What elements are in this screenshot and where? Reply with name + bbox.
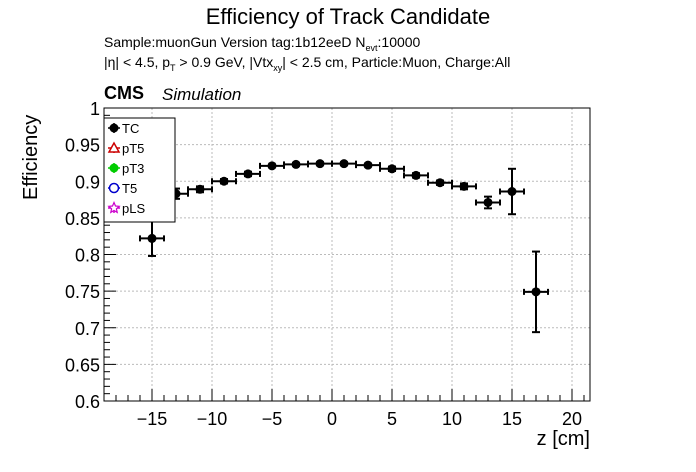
marker-tc — [315, 159, 325, 169]
x-tick-label: 20 — [562, 409, 582, 429]
y-tick-label: 0.85 — [65, 209, 100, 229]
marker-tc — [483, 197, 493, 207]
legend-marker-dot — [109, 123, 119, 133]
x-tick-label: −10 — [197, 409, 228, 429]
data-point-tc — [499, 167, 525, 216]
marker-tc — [291, 159, 301, 169]
data-point-tc — [355, 160, 381, 170]
cuts-sub-2: xy — [273, 62, 283, 73]
x-tick-label: 15 — [502, 409, 522, 429]
data-point-tc — [259, 161, 285, 171]
data-point-tc — [427, 178, 453, 188]
data-point-tc — [331, 159, 357, 169]
y-tick-label: 0.75 — [65, 282, 100, 302]
legend-label: pT3 — [122, 161, 144, 176]
cuts-text-3: | < 2.5 cm, Particle:Muon, Charge:All — [282, 54, 511, 70]
marker-tc — [147, 233, 157, 243]
data-point-tc — [235, 169, 261, 179]
marker-tc — [363, 160, 373, 170]
y-tick-label: 0.65 — [65, 355, 100, 375]
simulation-label: Simulation — [162, 85, 242, 104]
data-point-tc — [451, 181, 477, 191]
legend-entry-pt5: pT5 — [107, 141, 144, 156]
sample-text: Sample:muonGun Version tag:1b12eeD N — [104, 34, 366, 50]
axes: −15 −10 −5 0 5 10 15 20 0.6 0.65 0.7 0.75 0.8 0.85 0.9… — [65, 99, 591, 429]
nevt-value: :10000 — [377, 34, 421, 50]
x-tick-label: 0 — [327, 409, 337, 429]
grid-lines — [104, 107, 590, 402]
data-point-tc — [139, 219, 165, 257]
marker-tc — [219, 176, 229, 186]
data-points — [139, 159, 549, 334]
legend-label: pT5 — [122, 141, 144, 156]
cuts-sub-1: T — [170, 62, 176, 73]
x-tick-label: −5 — [262, 409, 283, 429]
legend-label: T5 — [122, 181, 137, 196]
x-tick-label: 10 — [442, 409, 462, 429]
marker-tc — [411, 170, 421, 180]
legend-entry-pt3: pT3 — [108, 161, 144, 176]
marker-tc — [435, 178, 445, 188]
legend-marker-star — [107, 200, 121, 214]
legend: TC pT5 pT3 T5 pLS — [103, 117, 176, 223]
marker-tc — [339, 159, 349, 169]
data-point-tc — [475, 195, 501, 210]
y-tick-label: 0.7 — [75, 319, 100, 339]
chart-title: Efficiency of Track Candidate — [205, 4, 491, 29]
legend-entry-tc: TC — [108, 121, 139, 136]
cuts-text-1: |η| < 4.5, p — [104, 54, 171, 70]
legend-entry-pls: pLS — [107, 200, 145, 216]
y-tick-label: 0.8 — [75, 246, 100, 266]
cuts-text-2: > 0.9 GeV, |Vtx — [175, 54, 274, 70]
marker-tc — [459, 181, 469, 191]
legend-marker-triangle — [107, 141, 121, 153]
x-tick-label: 5 — [387, 409, 397, 429]
y-tick-label: 0.95 — [65, 136, 100, 156]
nevt-subscript: evt — [365, 42, 378, 53]
data-point-tc — [379, 164, 405, 174]
legend-label: TC — [122, 121, 139, 136]
data-point-tc — [211, 176, 237, 186]
y-tick-label: 0.9 — [75, 172, 100, 192]
marker-tc — [195, 184, 205, 194]
selection-cuts: |η| < 4.5, pT > 0.9 GeV, |Vtxxy| < 2.5 c… — [104, 54, 510, 73]
sample-info: Sample:muonGun Version tag:1b12eeD Nevt:… — [104, 34, 420, 53]
y-tick-label: 0.6 — [75, 392, 100, 412]
marker-tc — [267, 161, 277, 171]
marker-tc — [507, 187, 517, 197]
data-point-tc — [187, 184, 213, 194]
y-tick-label: 1 — [90, 99, 100, 119]
legend-marker-circle — [108, 182, 120, 194]
x-tick-label: −15 — [137, 409, 168, 429]
legend-label: pLS — [122, 201, 145, 216]
data-point-tc — [283, 159, 309, 169]
marker-tc — [243, 169, 253, 179]
marker-tc — [387, 164, 397, 174]
legend-entry-t5: T5 — [108, 181, 137, 196]
legend-marker-dot — [109, 163, 119, 173]
data-point-tc — [307, 159, 333, 169]
data-point-tc — [403, 170, 429, 180]
cms-label: CMS — [104, 83, 144, 103]
marker-tc — [531, 287, 541, 297]
data-point-tc — [523, 250, 549, 334]
x-axis-label: z [cm] — [536, 428, 590, 450]
